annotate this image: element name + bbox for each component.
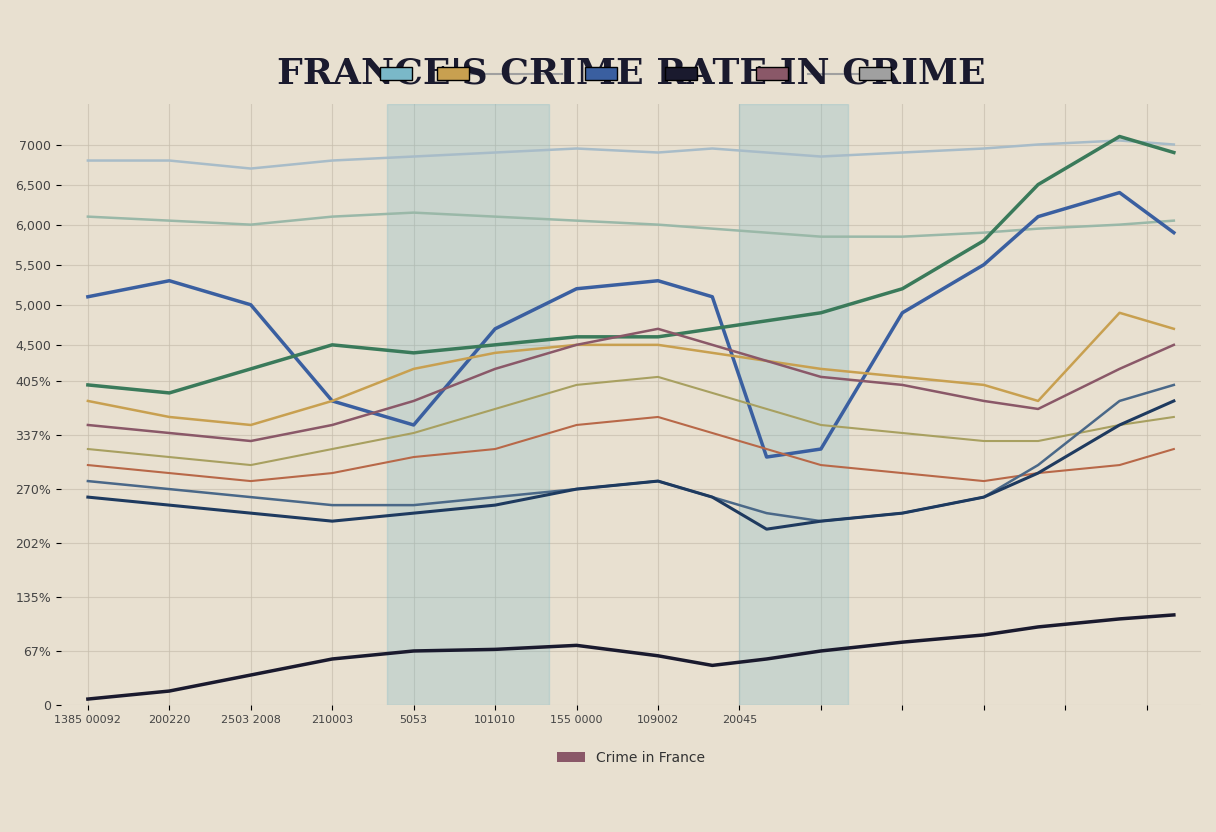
Bar <box>387 105 550 706</box>
Title: FRANCE'S CRIME RATE IN CRIME: FRANCE'S CRIME RATE IN CRIME <box>276 57 985 91</box>
FancyBboxPatch shape <box>585 67 618 81</box>
FancyBboxPatch shape <box>437 67 469 81</box>
Legend: Crime in France: Crime in France <box>551 745 710 770</box>
FancyBboxPatch shape <box>665 67 697 81</box>
FancyBboxPatch shape <box>756 67 788 81</box>
FancyBboxPatch shape <box>381 67 412 81</box>
FancyBboxPatch shape <box>858 67 891 81</box>
Bar <box>739 105 848 706</box>
